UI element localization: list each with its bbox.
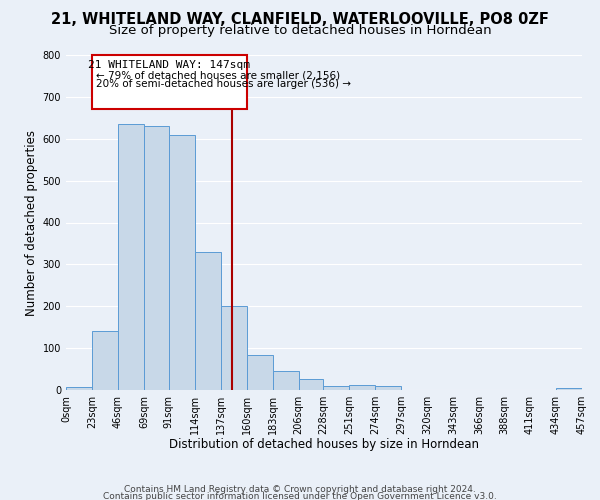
Text: 20% of semi-detached houses are larger (536) →: 20% of semi-detached houses are larger (… — [97, 79, 352, 89]
Bar — [66, 387, 92, 390]
Text: 21, WHITELAND WAY, CLANFIELD, WATERLOOVILLE, PO8 0ZF: 21, WHITELAND WAY, CLANFIELD, WATERLOOVI… — [51, 12, 549, 28]
Text: Contains public sector information licensed under the Open Government Licence v3: Contains public sector information licen… — [103, 492, 497, 500]
Bar — [376, 386, 401, 390]
Bar — [349, 385, 376, 390]
Bar — [144, 126, 169, 390]
Bar — [169, 134, 195, 390]
Bar — [299, 378, 323, 390]
Bar — [118, 124, 144, 390]
Y-axis label: Number of detached properties: Number of detached properties — [25, 130, 38, 316]
Bar — [556, 388, 582, 390]
X-axis label: Distribution of detached houses by size in Horndean: Distribution of detached houses by size … — [169, 438, 479, 452]
Text: Contains HM Land Registry data © Crown copyright and database right 2024.: Contains HM Land Registry data © Crown c… — [124, 486, 476, 494]
Text: 21 WHITELAND WAY: 147sqm: 21 WHITELAND WAY: 147sqm — [88, 60, 250, 70]
Text: Size of property relative to detached houses in Horndean: Size of property relative to detached ho… — [109, 24, 491, 37]
Text: ← 79% of detached houses are smaller (2,156): ← 79% of detached houses are smaller (2,… — [97, 70, 341, 81]
Bar — [272, 371, 299, 390]
Bar — [92, 332, 118, 390]
Bar — [195, 252, 221, 390]
Bar — [221, 306, 247, 390]
Bar — [323, 386, 349, 390]
FancyBboxPatch shape — [92, 55, 247, 110]
Bar — [247, 355, 272, 390]
